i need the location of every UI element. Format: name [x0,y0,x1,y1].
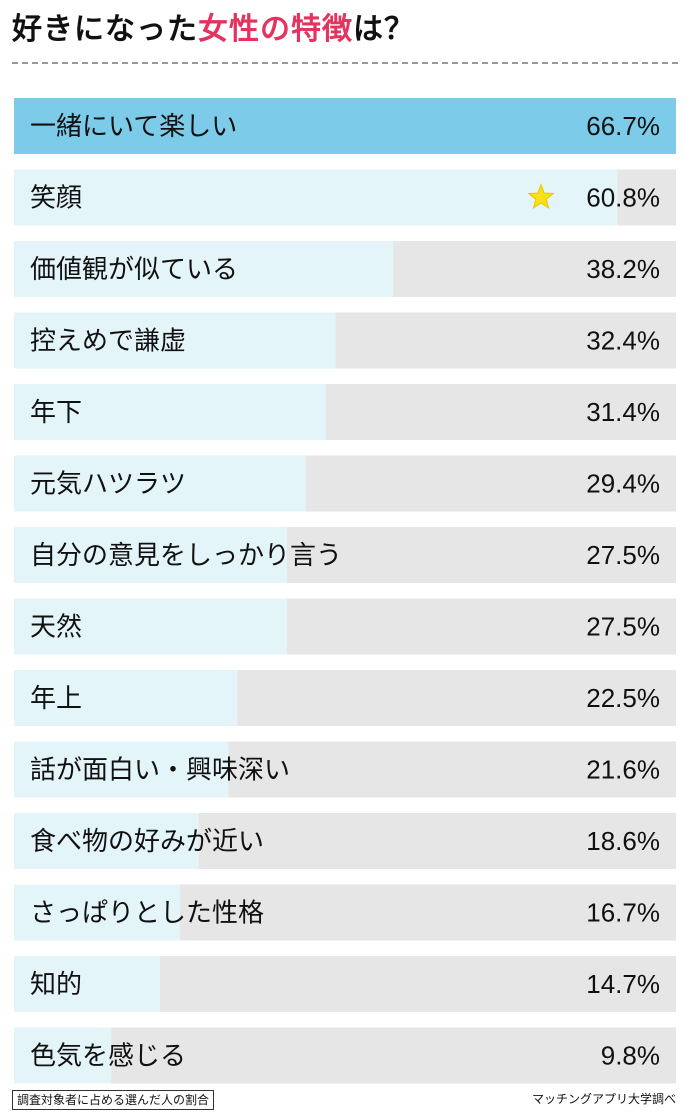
category-label: 自分の意見をしっかり言う [30,541,342,571]
value-label: 29.4% [586,469,660,499]
category-label: 年上 [30,684,82,714]
bar [14,455,306,512]
title-suffix: は？ [353,12,415,47]
value-label: 38.2% [586,254,660,284]
survey-note: 調査対象者に占める選んだ人の割合 [12,1090,215,1110]
bar [14,884,180,941]
dashed-divider [12,62,678,64]
bar [14,1027,112,1084]
bar [14,169,618,226]
bar [14,598,287,655]
category-label: 年下 [30,398,82,428]
chart-title: 好きになった女性の特徴は？ [12,10,415,50]
title-accent: 女性の特徴 [198,12,353,47]
value-label: 32.4% [586,326,660,356]
category-label: さっぱりとした性格 [30,899,264,929]
value-label: 27.5% [586,612,660,642]
bar-track [14,1027,676,1084]
bar [14,670,238,726]
category-label: 一緒にいて楽しい [30,112,237,142]
value-label: 16.7% [586,898,660,928]
value-label: 31.4% [586,397,660,427]
category-label: 色気を感じる [30,1042,186,1072]
bar [14,813,199,869]
title-prefix: 好きになった [12,12,198,47]
bar [14,527,287,583]
source-credit: マッチングアプリ大学調べ [531,1092,676,1106]
category-label: 笑顔 [30,184,82,214]
value-label: 9.8% [601,1041,660,1071]
category-label: 元気ハツラツ [30,470,186,500]
category-label: 食べ物の好みが近い [30,827,264,857]
bar [14,741,229,798]
category-label: 価値観が似ている [30,255,238,285]
category-label: 知的 [30,970,82,1000]
category-label: 話が面白い・興味深い [30,756,290,786]
value-label: 14.7% [586,969,660,999]
category-label: 控えめで謙虚 [30,327,186,357]
star-icon [527,183,555,210]
value-label: 60.8% [586,183,660,213]
value-label: 21.6% [586,755,660,785]
value-label: 18.6% [586,826,660,856]
bar [14,956,160,1012]
bar-chart: 一緒にいて楽しい 66.7% 笑顔 60.8% 価値観が似ている 38.2% 控えめで謙虚 3… [14,98,676,1084]
value-label: 22.5% [586,683,660,713]
value-label: 66.7% [586,111,660,141]
bar [14,384,326,440]
category-label: 天然 [30,613,82,643]
bar [14,98,676,154]
bar [14,312,336,369]
value-label: 27.5% [586,540,660,570]
bar [14,241,394,297]
